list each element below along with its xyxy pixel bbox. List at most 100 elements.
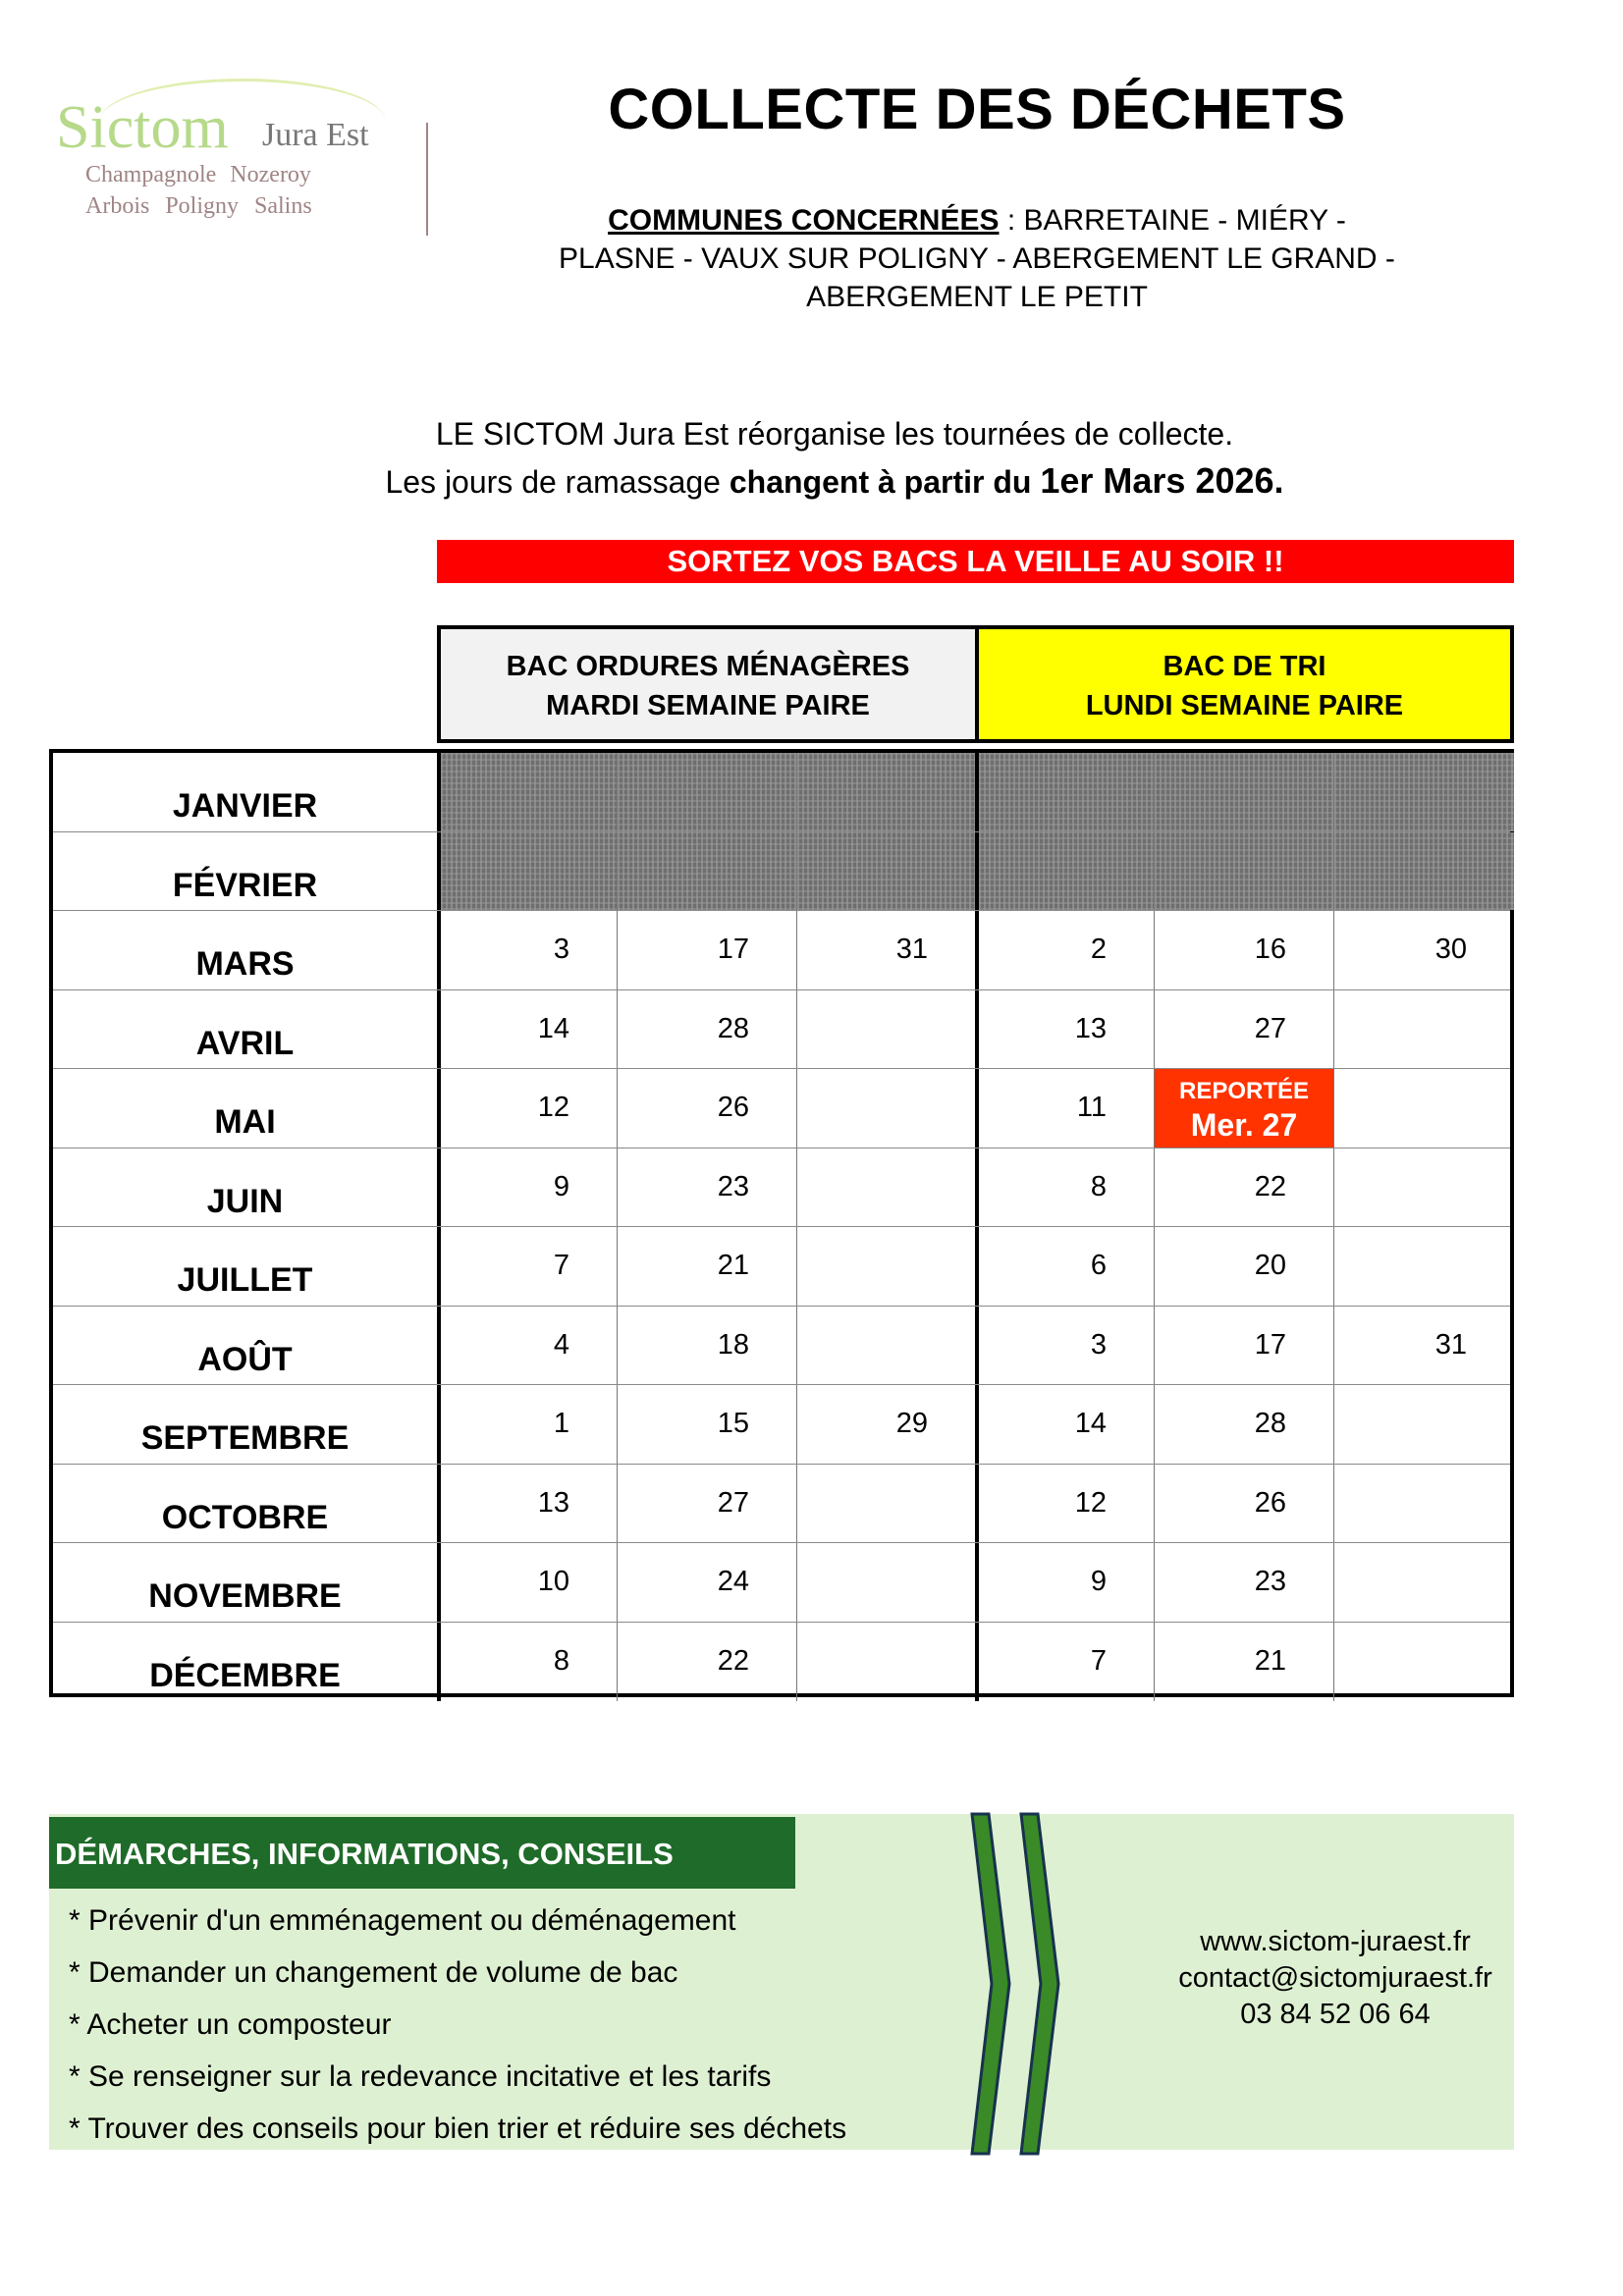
- om-collection-date: 23: [617, 1148, 796, 1226]
- tri-collection-date: [1333, 1148, 1514, 1226]
- info-item: * Se renseigner sur la redevance incitat…: [69, 2060, 772, 2093]
- email-link[interactable]: contact@sictomjuraest.fr: [1178, 1962, 1492, 1994]
- communes-concernees: COMMUNES CONCERNÉES : BARRETAINE - MIÉRY…: [550, 201, 1404, 316]
- om-collection-date: 12: [437, 1069, 617, 1148]
- month-row: AVRIL 14 28 13 27: [53, 989, 1510, 1069]
- tri-collection-date: 30: [1333, 911, 1514, 989]
- om-collection-date: 29: [796, 1385, 975, 1464]
- om-collection-date: [796, 1227, 975, 1306]
- postponed-label: REPORTÉE: [1178, 1078, 1310, 1104]
- month-name: NOVEMBRE: [148, 1577, 342, 1615]
- tri-collection-date: [1333, 1385, 1514, 1464]
- month-name: AVRIL: [195, 1024, 295, 1062]
- om-collection-date: [796, 1306, 975, 1384]
- tri-collection-date: 21: [1154, 1622, 1333, 1701]
- om-collection-date: 28: [617, 989, 796, 1068]
- om-collection-date: [796, 831, 975, 910]
- month-name: FÉVRIER: [172, 866, 318, 904]
- month-row: JUIN 9 23 8 22: [53, 1148, 1510, 1227]
- month-row: FÉVRIER: [53, 831, 1510, 911]
- tri-collection-date: [1333, 1464, 1514, 1542]
- website-link[interactable]: www.sictom-juraest.fr: [1200, 1926, 1471, 1957]
- month-row: JANVIER: [53, 753, 1510, 832]
- tri-collection-date: 28: [1154, 1385, 1333, 1464]
- sictom-logo: Sictom Jura Est Champagnole Nozeroy Arbo…: [51, 74, 439, 245]
- om-collection-date: 13: [437, 1464, 617, 1542]
- tri-collection-date: 2: [975, 911, 1154, 989]
- tri-collection-date: 22: [1154, 1148, 1333, 1226]
- collection-calendar-table: JANVIER FÉVRIER MARS 3 17 31 2 16 30 AVRIL 14 28 13 2…: [49, 749, 1514, 1701]
- month-row: OCTOBRE 13 27 12 26: [53, 1464, 1510, 1543]
- intro-text-part: Les jours de ramassage: [385, 464, 730, 500]
- tri-collection-date: [1333, 753, 1514, 831]
- warning-banner: SORTEZ VOS BACS LA VEILLE AU SOIR !!: [437, 540, 1514, 583]
- intro-line-1: LE SICTOM Jura Est réorganise les tourné…: [435, 416, 1234, 452]
- header-ordures-menageres: BAC ORDURES MÉNAGÈRES MARDI SEMAINE PAIR…: [437, 625, 979, 743]
- tri-collection-date: 6: [975, 1227, 1154, 1306]
- om-collection-date: 22: [617, 1622, 796, 1701]
- om-collection-date: 4: [437, 1306, 617, 1384]
- om-collection-date: 31: [796, 911, 975, 989]
- om-collection-date: 15: [617, 1385, 796, 1464]
- om-collection-date: 21: [617, 1227, 796, 1306]
- logo-text: Jura Est: [262, 117, 369, 153]
- tri-collection-date: [1333, 1069, 1514, 1148]
- tri-collection-date: 26: [1154, 1464, 1333, 1542]
- intro-line-2: Les jours de ramassage changent à partir…: [147, 457, 1522, 506]
- tri-collection-date: 23: [1154, 1543, 1333, 1622]
- contact-info: www.sictom-juraest.fr contact@sictomjura…: [1139, 1924, 1532, 2033]
- om-collection-date: [796, 1543, 975, 1622]
- month-row: AOÛT 4 18 3 17 31: [53, 1306, 1510, 1385]
- header-tri-day: LUNDI SEMAINE PAIRE: [1085, 690, 1404, 721]
- om-collection-date: 14: [437, 989, 617, 1068]
- tri-collection-date: [1333, 989, 1514, 1068]
- tri-collection-date: [975, 831, 1154, 910]
- tri-collection-date: 27: [1154, 989, 1333, 1068]
- month-name: SEPTEMBRE: [140, 1419, 350, 1457]
- tri-collection-date: 11: [975, 1069, 1154, 1148]
- om-collection-date: 26: [617, 1069, 796, 1148]
- header-tri: BAC DE TRI LUNDI SEMAINE PAIRE: [975, 625, 1514, 743]
- tri-collection-date: 17: [1154, 1306, 1333, 1384]
- info-item: * Prévenir d'un emménagement ou déménage…: [69, 1904, 736, 1937]
- logo-text: Champagnole Nozeroy: [85, 162, 311, 187]
- tri-collection-date: 8: [975, 1148, 1154, 1226]
- month-name: OCTOBRE: [161, 1498, 329, 1536]
- communes-label: COMMUNES CONCERNÉES: [608, 204, 1000, 237]
- om-collection-date: [437, 831, 617, 910]
- tri-collection-date: 7: [975, 1622, 1154, 1701]
- tri-collection-date: [1333, 1622, 1514, 1701]
- month-row: NOVEMBRE 10 24 9 23: [53, 1543, 1510, 1623]
- month-row: JUILLET 7 21 6 20: [53, 1227, 1510, 1307]
- logo-text: Sictom: [56, 94, 229, 161]
- info-list: * Prévenir d'un emménagement ou déménage…: [69, 1895, 846, 2155]
- intro-date: 1er Mars 2026.: [1040, 460, 1284, 501]
- month-name: AOÛT: [197, 1340, 293, 1378]
- om-collection-date: 27: [617, 1464, 796, 1542]
- om-collection-date: 1: [437, 1385, 617, 1464]
- logo-text: Arbois Poligny Salins: [85, 193, 312, 219]
- om-collection-date: 7: [437, 1227, 617, 1306]
- info-item: * Demander un changement de volume de ba…: [69, 1956, 678, 1989]
- om-collection-date: [617, 753, 796, 831]
- header-om-title: BAC ORDURES MÉNAGÈRES: [506, 651, 910, 682]
- om-collection-date: [796, 1148, 975, 1226]
- tri-collection-date: 13: [975, 989, 1154, 1068]
- intro-text: LE SICTOM Jura Est réorganise les tourné…: [147, 410, 1522, 506]
- month-name: MARS: [195, 945, 295, 983]
- om-collection-date: [796, 753, 975, 831]
- postponed-collection-date: REPORTÉE Mer. 27: [1154, 1069, 1333, 1148]
- om-collection-date: [796, 1622, 975, 1701]
- info-title: DÉMARCHES, INFORMATIONS, CONSEILS: [49, 1817, 795, 1889]
- om-collection-date: [617, 831, 796, 910]
- header-tri-title: BAC DE TRI: [1163, 651, 1326, 682]
- om-collection-date: [796, 989, 975, 1068]
- tri-collection-date: 3: [975, 1306, 1154, 1384]
- page-title: COLLECTE DES DÉCHETS: [608, 78, 1346, 141]
- communes-list: : BARRETAINE - MIÉRY - PLASNE - VAUX SUR…: [559, 204, 1395, 313]
- month-name: JANVIER: [172, 787, 318, 825]
- om-collection-date: [437, 753, 617, 831]
- om-collection-date: 18: [617, 1306, 796, 1384]
- tri-collection-date: [1154, 753, 1333, 831]
- month-name: JUIN: [206, 1182, 284, 1220]
